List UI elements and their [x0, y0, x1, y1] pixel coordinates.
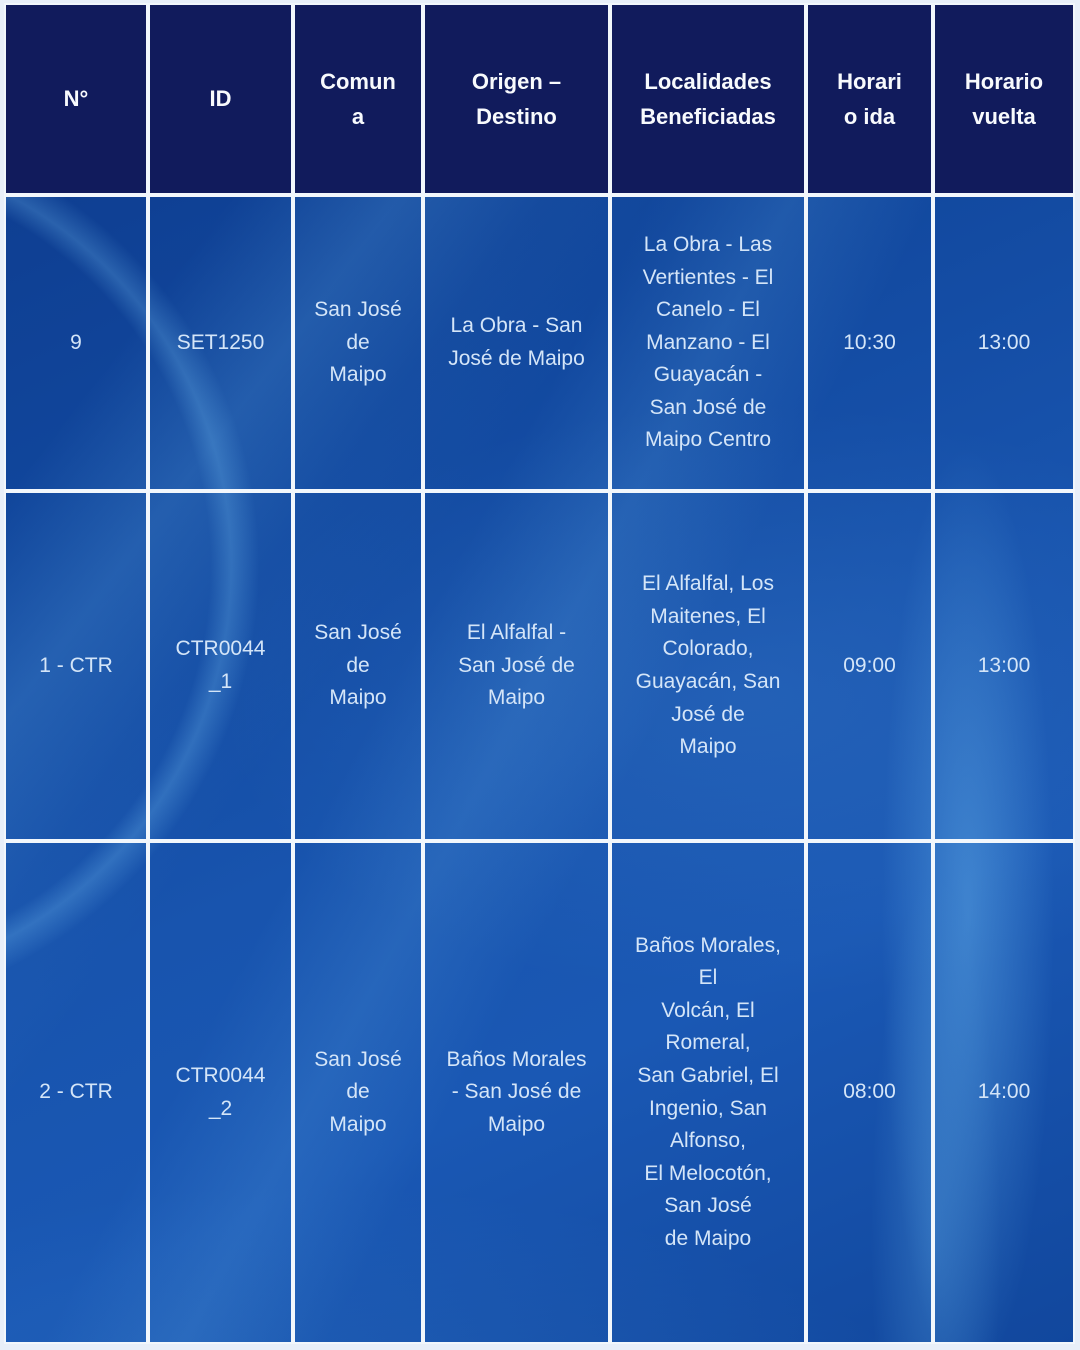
row1-cell-origen-destino: La Obra - San José de Maipo: [423, 195, 610, 491]
routes-table: N° ID Comun a Origen – Destino Localidad…: [4, 3, 1075, 1344]
header-cell-numero: N°: [4, 3, 148, 195]
row2-cell-localidades: El Alfalfal, Los Maitenes, El Colorado, …: [610, 491, 806, 841]
row3-cell-origen-destino: Baños Morales - San José de Maipo: [423, 841, 610, 1344]
row2-cell-horario-vuelta: 13:00: [933, 491, 1075, 841]
row1-cell-horario-ida: 10:30: [806, 195, 933, 491]
header-cell-id: ID: [148, 3, 293, 195]
row3-cell-id: CTR0044 _2: [148, 841, 293, 1344]
row3-cell-numero: 2 - CTR: [4, 841, 148, 1344]
row1-cell-id: SET1250: [148, 195, 293, 491]
row2-cell-numero: 1 - CTR: [4, 491, 148, 841]
header-cell-comuna: Comun a: [293, 3, 423, 195]
row1-cell-comuna: San José de Maipo: [293, 195, 423, 491]
row3-cell-localidades: Baños Morales, El Volcán, El Romeral, Sa…: [610, 841, 806, 1344]
row2-cell-comuna: San José de Maipo: [293, 491, 423, 841]
row2-cell-horario-ida: 09:00: [806, 491, 933, 841]
table-background: N° ID Comun a Origen – Destino Localidad…: [4, 3, 1075, 1344]
row3-cell-comuna: San José de Maipo: [293, 841, 423, 1344]
row1-cell-horario-vuelta: 13:00: [933, 195, 1075, 491]
header-cell-horario-vuelta: Horario vuelta: [933, 3, 1075, 195]
header-cell-horario-ida: Horari o ida: [806, 3, 933, 195]
row3-cell-horario-vuelta: 14:00: [933, 841, 1075, 1344]
row2-cell-id: CTR0044 _1: [148, 491, 293, 841]
row1-cell-numero: 9: [4, 195, 148, 491]
row3-cell-horario-ida: 08:00: [806, 841, 933, 1344]
header-cell-origen-destino: Origen – Destino: [423, 3, 610, 195]
header-cell-localidades: Localidades Beneficiadas: [610, 3, 806, 195]
row1-cell-localidades: La Obra - Las Vertientes - El Canelo - E…: [610, 195, 806, 491]
row2-cell-origen-destino: El Alfalfal - San José de Maipo: [423, 491, 610, 841]
